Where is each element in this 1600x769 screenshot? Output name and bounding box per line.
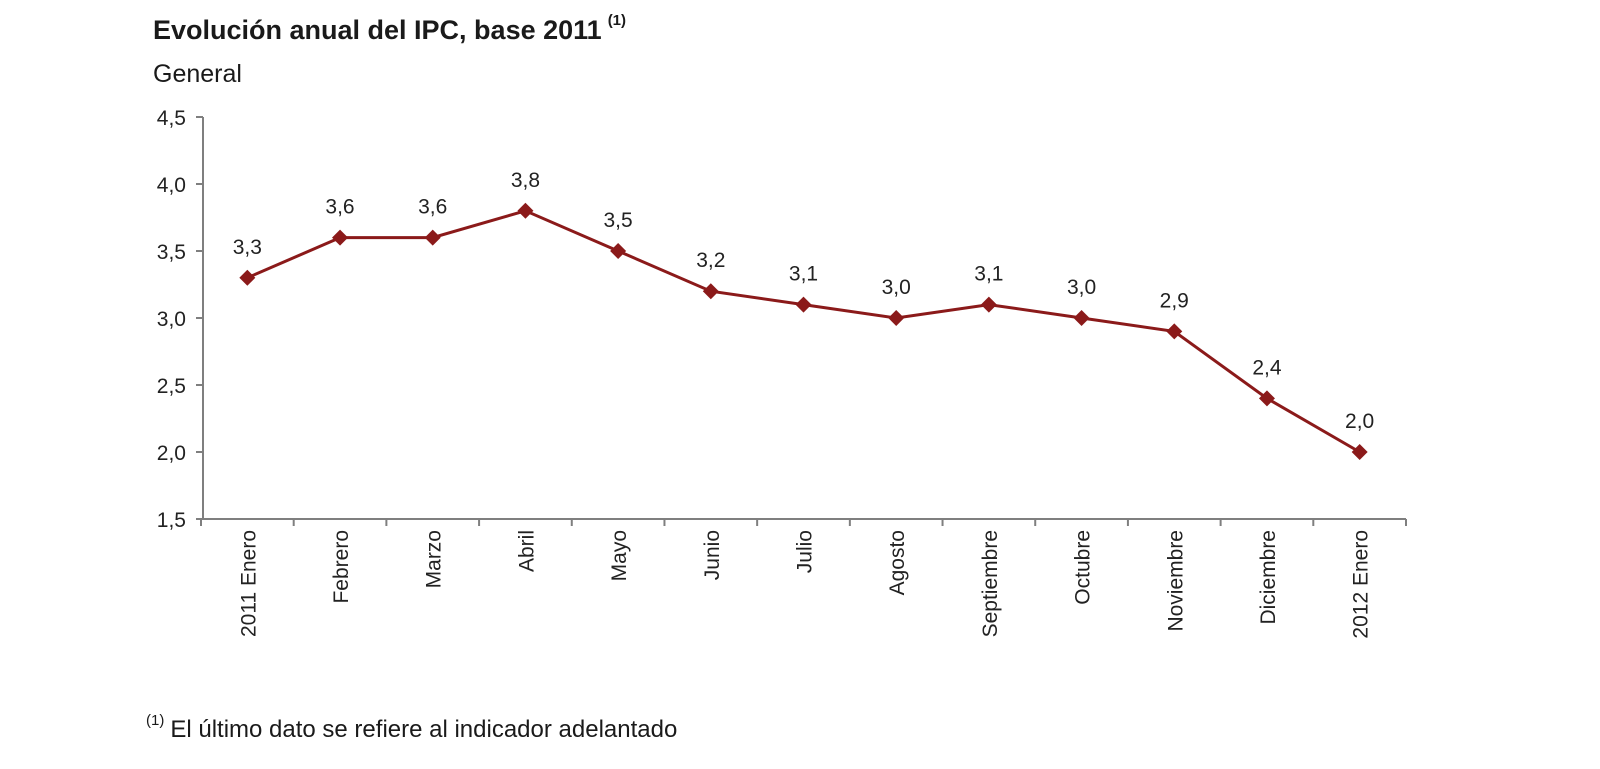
data-point-marker — [1258, 390, 1275, 407]
y-tick-label: 2,5 — [157, 375, 186, 398]
series-line — [246, 209, 1361, 454]
data-point-marker — [332, 229, 349, 246]
data-label: 2,4 — [1252, 356, 1282, 379]
footnote: (1) El último dato se refiere al indicado… — [146, 712, 677, 744]
data-label: 2,0 — [1345, 410, 1374, 433]
x-tick-label: Octubre — [1072, 530, 1095, 605]
data-label: 3,0 — [1067, 276, 1096, 299]
data-label: 3,8 — [511, 169, 540, 192]
title-text: Evolución anual del IPC, base 2011 — [153, 15, 602, 45]
data-label: 3,1 — [974, 263, 1003, 286]
chart-subtitle: General — [153, 60, 242, 88]
data-point-marker — [888, 310, 905, 326]
y-tick-label: 3,5 — [157, 241, 186, 264]
x-tick-label: Febrero — [330, 530, 353, 604]
data-label: 3,6 — [418, 196, 447, 219]
data-point-marker — [1351, 444, 1368, 460]
y-tick-label: 2,0 — [157, 442, 186, 465]
x-tick-label: Mayo — [608, 530, 631, 581]
y-tick-label: 1,5 — [157, 509, 186, 532]
x-tick-label: 2012 Enero — [1350, 530, 1373, 639]
data-label: 3,0 — [882, 276, 911, 299]
x-tick-label: 2011 Enero — [237, 530, 260, 637]
chart-title: Evolución anual del IPC, base 2011 (1) — [153, 12, 626, 46]
footnote-mark: (1) — [146, 712, 165, 729]
data-label: 3,5 — [604, 209, 633, 232]
data-point-marker — [424, 229, 441, 246]
data-point-marker — [610, 243, 627, 259]
title-footnote-mark: (1) — [607, 12, 627, 29]
data-point-marker — [517, 202, 534, 219]
x-tick-label: Julio — [794, 530, 817, 573]
data-label: 3,1 — [789, 263, 818, 286]
x-tick-label: Diciembre — [1257, 530, 1280, 625]
y-tick-label: 3,0 — [157, 308, 186, 331]
y-tick-label: 4,5 — [157, 107, 186, 130]
footnote-text: El último dato se refiere al indicador a… — [170, 716, 678, 743]
x-tick-label: Agosto — [886, 530, 909, 595]
data-point-marker — [702, 283, 719, 300]
x-tick-label: Septiembre — [979, 530, 1002, 637]
x-tick-label: Marzo — [423, 530, 446, 588]
data-point-marker — [980, 296, 997, 313]
data-label: 3,6 — [325, 196, 354, 219]
x-tick-label: Abril — [515, 530, 538, 572]
data-point-marker — [1073, 310, 1090, 326]
data-point-marker — [239, 269, 256, 286]
y-tick-label: 4,0 — [157, 174, 186, 197]
data-label: 3,3 — [233, 236, 262, 259]
x-tick-label: Junio — [701, 530, 724, 580]
data-label: 2,9 — [1160, 289, 1189, 312]
x-tick-label: Noviembre — [1164, 530, 1187, 632]
data-point-marker — [795, 296, 812, 313]
data-label: 3,2 — [696, 249, 725, 272]
data-point-marker — [1166, 323, 1183, 340]
